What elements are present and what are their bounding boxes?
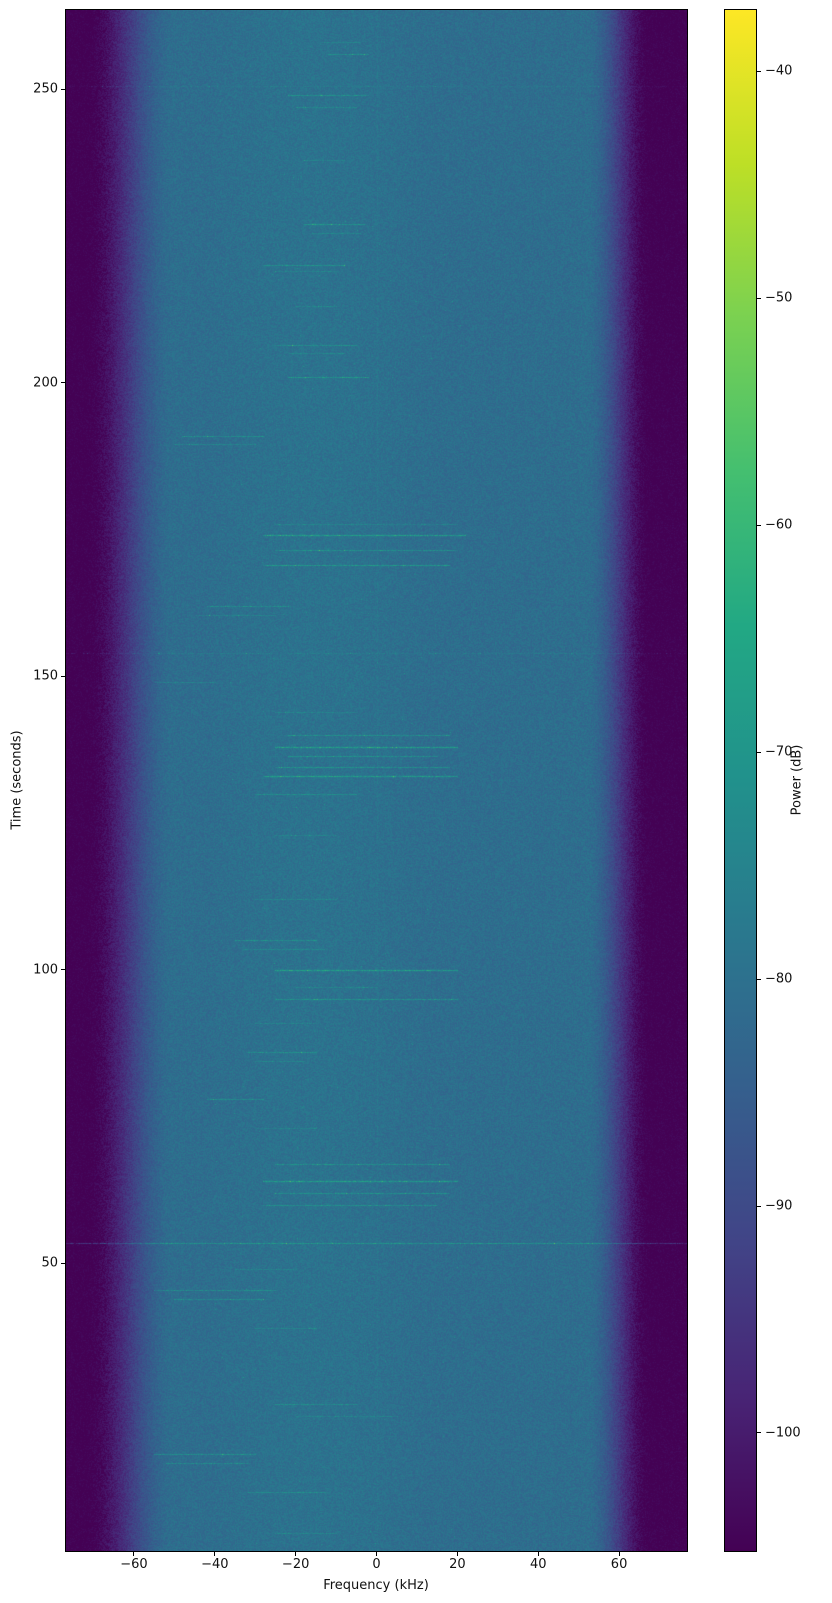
colorbar-tick-mark (757, 752, 761, 753)
colorbar-tick-label: −90 (765, 1200, 792, 1213)
x-tick-mark (376, 1552, 377, 1556)
x-tick-label: −20 (282, 1558, 309, 1571)
x-tick-mark (457, 1552, 458, 1556)
x-tick-label: 60 (611, 1558, 628, 1571)
spectrogram-figure: 50 100 150 200 250 −60 −40 −20 0 20 40 60 Time (se… (0, 0, 832, 1603)
x-tick-mark (538, 1552, 539, 1556)
spectrogram-plot-frame (65, 9, 688, 1552)
colorbar-tick-mark (757, 71, 761, 72)
y-tick-mark (61, 676, 65, 677)
colorbar-tick-mark (757, 1206, 761, 1207)
colorbar (724, 9, 757, 1552)
x-tick-label: 40 (530, 1558, 547, 1571)
x-tick-mark (133, 1552, 134, 1556)
colorbar-tick-mark (757, 1432, 761, 1433)
x-tick-label: 20 (449, 1558, 466, 1571)
colorbar-tick-mark (757, 979, 761, 980)
y-axis-label: Time (seconds) (11, 730, 24, 829)
x-axis-label: Frequency (kHz) (323, 1579, 429, 1592)
x-tick-label: −40 (201, 1558, 228, 1571)
spectrogram-heatmap (66, 10, 687, 1551)
colorbar-label: Power (dB) (791, 745, 804, 816)
colorbar-tick-mark (757, 525, 761, 526)
colorbar-tick-label: −40 (765, 65, 792, 78)
y-tick-label: 250 (0, 83, 58, 96)
colorbar-tick-label: −60 (765, 519, 792, 532)
y-tick-mark (61, 969, 65, 970)
y-tick-mark (61, 89, 65, 90)
y-tick-mark (61, 1263, 65, 1264)
colorbar-tick-label: −80 (765, 973, 792, 986)
colorbar-tick-label: −100 (765, 1426, 801, 1439)
y-tick-label: 50 (0, 1257, 58, 1270)
y-tick-mark (61, 382, 65, 383)
x-tick-mark (214, 1552, 215, 1556)
y-tick-label: 150 (0, 670, 58, 683)
y-tick-label: 200 (0, 376, 58, 389)
y-tick-label: 100 (0, 963, 58, 976)
x-tick-mark (619, 1552, 620, 1556)
colorbar-tick-label: −70 (765, 746, 792, 759)
x-tick-label: 0 (372, 1558, 380, 1571)
colorbar-tick-label: −50 (765, 292, 792, 305)
colorbar-tick-mark (757, 298, 761, 299)
x-tick-mark (295, 1552, 296, 1556)
x-tick-label: −60 (120, 1558, 147, 1571)
